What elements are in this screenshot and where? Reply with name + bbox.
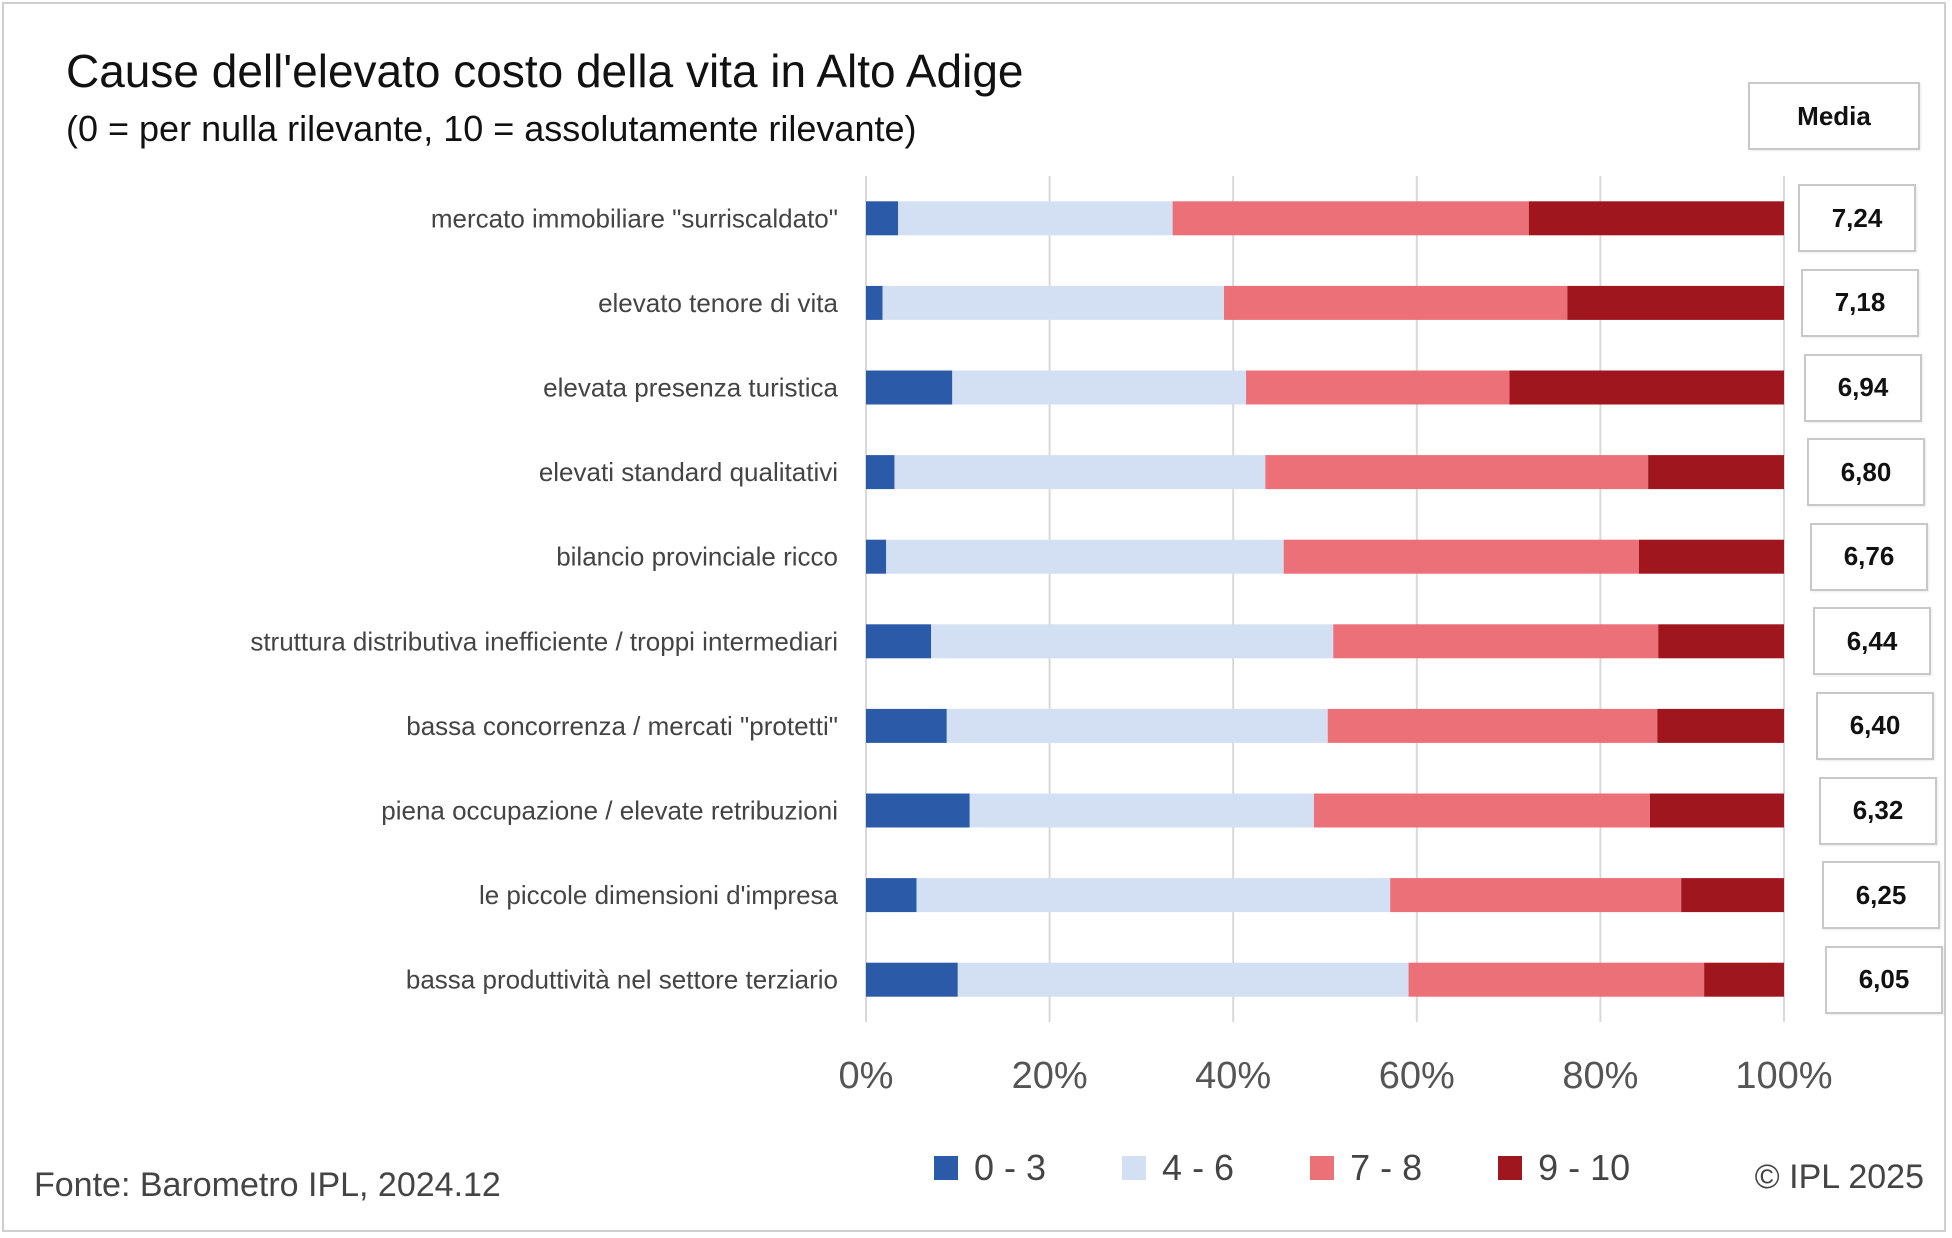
x-tick-label: 20%: [1012, 1055, 1088, 1097]
category-label: mercato immobiliare "surriscaldato": [431, 203, 838, 233]
mean-value-box: 6,44: [1813, 607, 1931, 676]
legend-label: 9 - 10: [1538, 1147, 1631, 1188]
legend-item: 7 - 8: [1310, 1147, 1422, 1189]
legend-item: 0 - 3: [934, 1147, 1046, 1189]
mean-value-box: 6,25: [1822, 861, 1940, 930]
bar-segment: [957, 962, 1409, 997]
bar-segment: [1704, 962, 1784, 997]
category-label: le piccole dimensioni d'impresa: [479, 880, 839, 910]
category-label: piena occupazione / elevate retribuzioni: [381, 796, 838, 826]
bar-segment: [946, 708, 1328, 743]
bar-segment: [952, 370, 1247, 405]
category-label: elevata presenza turistica: [543, 373, 838, 403]
bar-segment: [1649, 793, 1784, 828]
mean-value-box: 6,32: [1819, 776, 1937, 845]
category-label: bassa concorrenza / mercati "protetti": [406, 711, 838, 741]
x-tick-label: 40%: [1195, 1055, 1271, 1097]
bar-segment: [898, 201, 1173, 236]
bar-segment: [1246, 370, 1510, 405]
legend-item: 9 - 10: [1498, 1147, 1630, 1189]
bar-segment: [1313, 793, 1650, 828]
mean-value-box: 6,76: [1810, 522, 1928, 591]
chart-subtitle: (0 = per nulla rilevante, 10 = assolutam…: [66, 108, 917, 149]
bar-segment: [866, 878, 917, 913]
legend-swatch: [1122, 1156, 1147, 1180]
category-label: elevati standard qualitativi: [539, 457, 838, 487]
bar-segment: [969, 793, 1314, 828]
bar-segment: [886, 539, 1284, 574]
mean-column-header: Media: [1748, 82, 1920, 150]
source-note: Fonte: Barometro IPL, 2024.12: [34, 1166, 501, 1204]
bar-segment: [1390, 878, 1682, 913]
legend-swatch: [1498, 1156, 1523, 1180]
bar-segment: [882, 285, 1225, 320]
bar-segment: [1638, 539, 1784, 574]
bar-segment: [866, 455, 895, 490]
bar-segment: [1658, 624, 1784, 659]
bar-segment: [866, 285, 883, 320]
mean-value-box: 6,05: [1825, 945, 1943, 1014]
bar-segment: [1283, 539, 1639, 574]
bar-segment: [1408, 962, 1705, 997]
legend-swatch: [1310, 1156, 1335, 1180]
legend-label: 4 - 6: [1162, 1147, 1235, 1188]
legend-item: 4 - 6: [1122, 1147, 1234, 1189]
mean-value-box: 7,18: [1801, 268, 1919, 337]
bar-segment: [1567, 285, 1784, 320]
mean-value-box: 6,40: [1816, 691, 1934, 760]
legend-label: 7 - 8: [1350, 1147, 1423, 1188]
x-tick-label: 100%: [1735, 1055, 1832, 1097]
bar-segment: [866, 962, 958, 997]
bar-segment: [866, 370, 953, 405]
bar-segment: [1265, 455, 1649, 490]
bar-segment: [866, 539, 887, 574]
bar-segment: [1509, 370, 1784, 405]
bar-segment: [1327, 708, 1658, 743]
mean-value-box: 6,80: [1807, 438, 1925, 507]
bar-segment: [1224, 285, 1568, 320]
chart-title: Cause dell'elevato costo della vita in A…: [66, 45, 1024, 97]
category-label: bassa produttività nel settore terziario: [406, 965, 838, 995]
chart-legend: 0 - 3 4 - 6 7 - 8 9 - 10: [934, 1147, 1630, 1189]
category-label: struttura distributiva inefficiente / tr…: [250, 626, 838, 656]
bar-segment: [1681, 878, 1784, 913]
bar-segment: [931, 624, 1334, 659]
x-tick-label: 0%: [839, 1055, 894, 1097]
bar-segment: [1333, 624, 1659, 659]
copyright-note: © IPL 2025: [1754, 1158, 1924, 1196]
bar-segment: [1172, 201, 1529, 236]
legend-label: 0 - 3: [974, 1147, 1047, 1188]
bar-segment: [1657, 708, 1784, 743]
legend-swatch: [934, 1156, 958, 1180]
bar-segment: [894, 455, 1266, 490]
bar-segment: [866, 793, 970, 828]
bar-segment: [916, 878, 1391, 913]
x-tick-label: 80%: [1562, 1055, 1638, 1097]
bar-segment: [866, 624, 932, 659]
bar-segment: [866, 708, 947, 743]
category-label: bilancio provinciale ricco: [556, 542, 838, 572]
category-label: elevato tenore di vita: [598, 288, 838, 318]
mean-value-box: 7,24: [1798, 184, 1916, 253]
mean-value-box: 6,94: [1804, 353, 1922, 422]
bar-segment: [1648, 455, 1784, 490]
x-tick-label: 60%: [1379, 1055, 1455, 1097]
bar-segment: [866, 201, 899, 236]
bar-segment: [1528, 201, 1784, 236]
